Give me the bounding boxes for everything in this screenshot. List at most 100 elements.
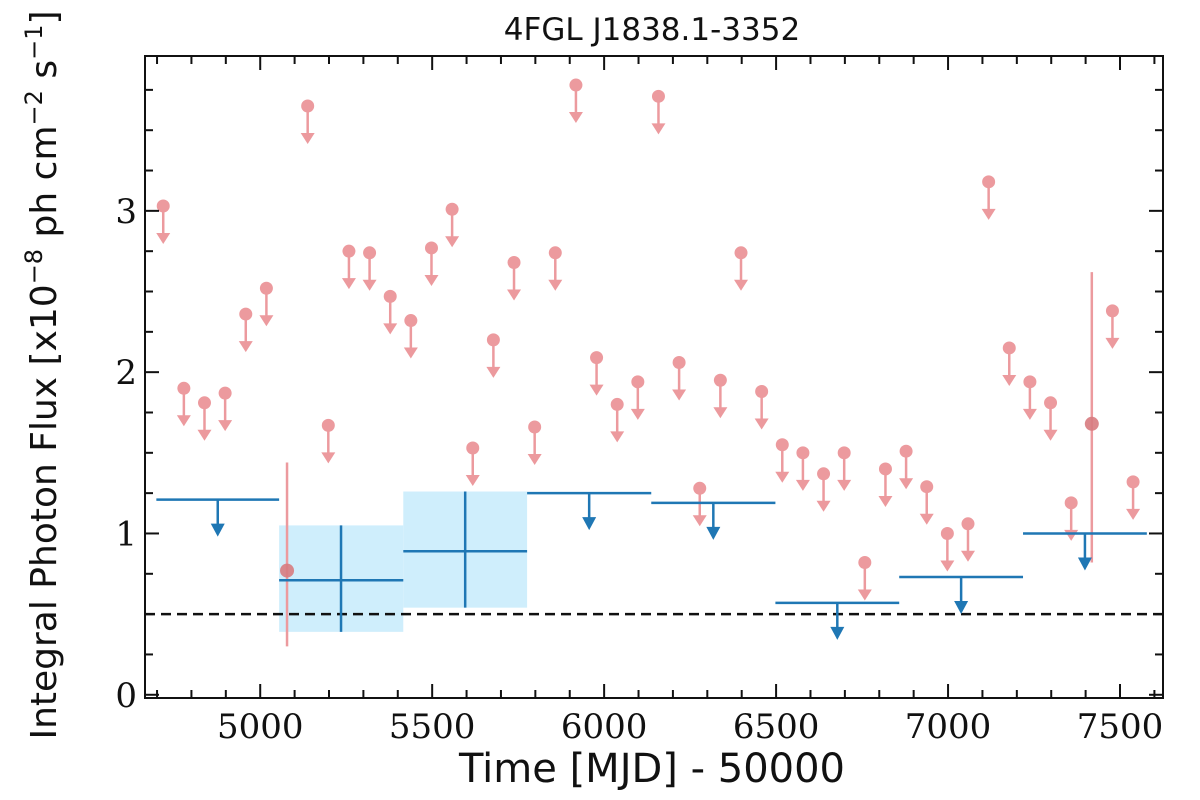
upper-limit-arrow bbox=[156, 233, 171, 245]
upper-limit-point bbox=[610, 397, 624, 411]
upper-limit-arrow bbox=[919, 513, 934, 525]
upper-limit-arrow bbox=[403, 347, 418, 359]
upper-limit-arrow bbox=[548, 279, 563, 291]
upper-limit-arrow bbox=[857, 589, 872, 601]
upper-limit-point bbox=[961, 517, 975, 531]
y-tick-label: 2 bbox=[115, 353, 137, 393]
upper-limit-arrow bbox=[1126, 508, 1141, 520]
upper-limit-point bbox=[693, 481, 707, 495]
upper-limit-point bbox=[259, 281, 273, 295]
upper-limit-point bbox=[239, 307, 253, 321]
x-tick-label: 7500 bbox=[1077, 707, 1164, 747]
upper-limit-arrow bbox=[300, 133, 315, 145]
upper-limit-point bbox=[486, 333, 500, 347]
plot-axes: 5000 5500 6000 6500 7000 7500 0 1 2 3 bbox=[115, 55, 1164, 747]
upper-limit-point bbox=[1023, 375, 1037, 389]
upper-limit-point bbox=[796, 446, 810, 460]
y-axis-label-exp2: −2 bbox=[20, 90, 48, 125]
upper-limit-point bbox=[837, 446, 851, 460]
upper-limit-arrow bbox=[507, 289, 522, 301]
upper-limit-point bbox=[631, 375, 645, 389]
binned-upper-limit-arrow bbox=[830, 626, 845, 640]
upper-limit-arrow bbox=[238, 341, 253, 353]
upper-limit-arrow bbox=[651, 123, 666, 135]
upper-limit-point bbox=[651, 89, 665, 103]
upper-limit-point bbox=[363, 246, 377, 260]
upper-limit-arrow bbox=[424, 274, 439, 286]
y-axis-label-exp1: −8 bbox=[20, 249, 48, 284]
upper-limit-arrow bbox=[259, 315, 274, 327]
upper-limit-arrow bbox=[795, 479, 810, 491]
upper-limit-arrow bbox=[816, 500, 831, 512]
upper-limit-arrow bbox=[775, 471, 790, 483]
upper-limit-arrow bbox=[218, 420, 233, 432]
upper-limit-point bbox=[383, 289, 397, 303]
upper-limit-point bbox=[177, 381, 191, 395]
x-tick-label: 5000 bbox=[217, 707, 304, 747]
upper-limit-point bbox=[342, 244, 356, 258]
y-tick-label: 0 bbox=[115, 676, 137, 716]
upper-limit-point bbox=[878, 462, 892, 476]
upper-limit-point bbox=[301, 99, 315, 113]
upper-limit-arrow bbox=[734, 279, 749, 291]
upper-limit-arrow bbox=[1043, 429, 1058, 441]
upper-limit-point bbox=[713, 373, 727, 387]
upper-limit-arrow bbox=[465, 474, 480, 486]
upper-limit-arrow bbox=[610, 431, 625, 443]
upper-limit-point bbox=[507, 255, 521, 269]
binned-upper-limit-arrow bbox=[210, 523, 225, 537]
upper-limit-arrow bbox=[960, 550, 975, 562]
upper-limit-arrow bbox=[486, 366, 501, 378]
y-axis-label: Integral Photon Flux [x10−8 ph cm−2 s−1] bbox=[20, 10, 65, 739]
upper-limit-arrow bbox=[527, 454, 542, 466]
upper-limit-point bbox=[1002, 341, 1016, 355]
upper-limit-point bbox=[466, 441, 480, 455]
plot-frame bbox=[144, 55, 1164, 699]
upper-limit-point bbox=[1105, 304, 1119, 318]
upper-limit-point bbox=[672, 355, 686, 369]
x-tick-label: 5500 bbox=[389, 707, 476, 747]
light-curve-points bbox=[156, 78, 1141, 647]
upper-limit-arrow bbox=[383, 323, 398, 335]
upper-limit-point bbox=[899, 444, 913, 458]
upper-limit-arrow bbox=[630, 408, 645, 420]
upper-limit-arrow bbox=[899, 478, 914, 490]
detection-point bbox=[1084, 416, 1099, 431]
binned-upper-limit-arrow bbox=[954, 601, 969, 615]
upper-limit-point bbox=[548, 246, 562, 260]
upper-limit-point bbox=[734, 246, 748, 260]
upper-limit-point bbox=[218, 386, 232, 400]
upper-limit-point bbox=[1126, 475, 1140, 489]
upper-limit-arrow bbox=[672, 389, 687, 401]
y-tick-label: 1 bbox=[115, 514, 137, 554]
upper-limit-arrow bbox=[1064, 529, 1079, 541]
x-tick-label: 7000 bbox=[905, 707, 992, 747]
upper-limit-arrow bbox=[878, 495, 893, 507]
x-axis-label: Time [MJD] - 50000 bbox=[458, 746, 845, 792]
x-tick-label: 6500 bbox=[733, 707, 820, 747]
upper-limit-point bbox=[528, 420, 542, 434]
upper-limit-arrow bbox=[1105, 337, 1120, 349]
upper-limit-arrow bbox=[940, 560, 955, 572]
upper-limit-point bbox=[982, 175, 996, 189]
upper-limit-point bbox=[445, 202, 459, 216]
upper-limit-arrow bbox=[837, 479, 852, 491]
upper-limit-point bbox=[424, 241, 438, 255]
upper-limit-point bbox=[755, 385, 769, 399]
upper-limit-arrow bbox=[692, 515, 707, 527]
binned-upper-limit-arrow bbox=[582, 517, 597, 531]
binned-light-curve bbox=[156, 491, 1147, 640]
chart-title: 4FGL J1838.1-3352 bbox=[504, 12, 800, 48]
upper-limit-arrow bbox=[568, 112, 583, 124]
y-axis-label-mid: ph cm bbox=[24, 125, 65, 248]
upper-limit-point bbox=[1064, 496, 1078, 510]
upper-limit-point bbox=[1044, 396, 1058, 410]
upper-limit-point bbox=[940, 526, 954, 540]
upper-limit-arrow bbox=[1022, 408, 1037, 420]
upper-limit-arrow bbox=[445, 236, 460, 248]
y-axis-label-main: Integral Photon Flux [x10 bbox=[24, 284, 65, 739]
x-tick-label: 6000 bbox=[561, 707, 648, 747]
binned-upper-limit-arrow bbox=[706, 526, 721, 540]
upper-limit-arrow bbox=[754, 418, 769, 430]
upper-limit-arrow bbox=[321, 452, 336, 464]
